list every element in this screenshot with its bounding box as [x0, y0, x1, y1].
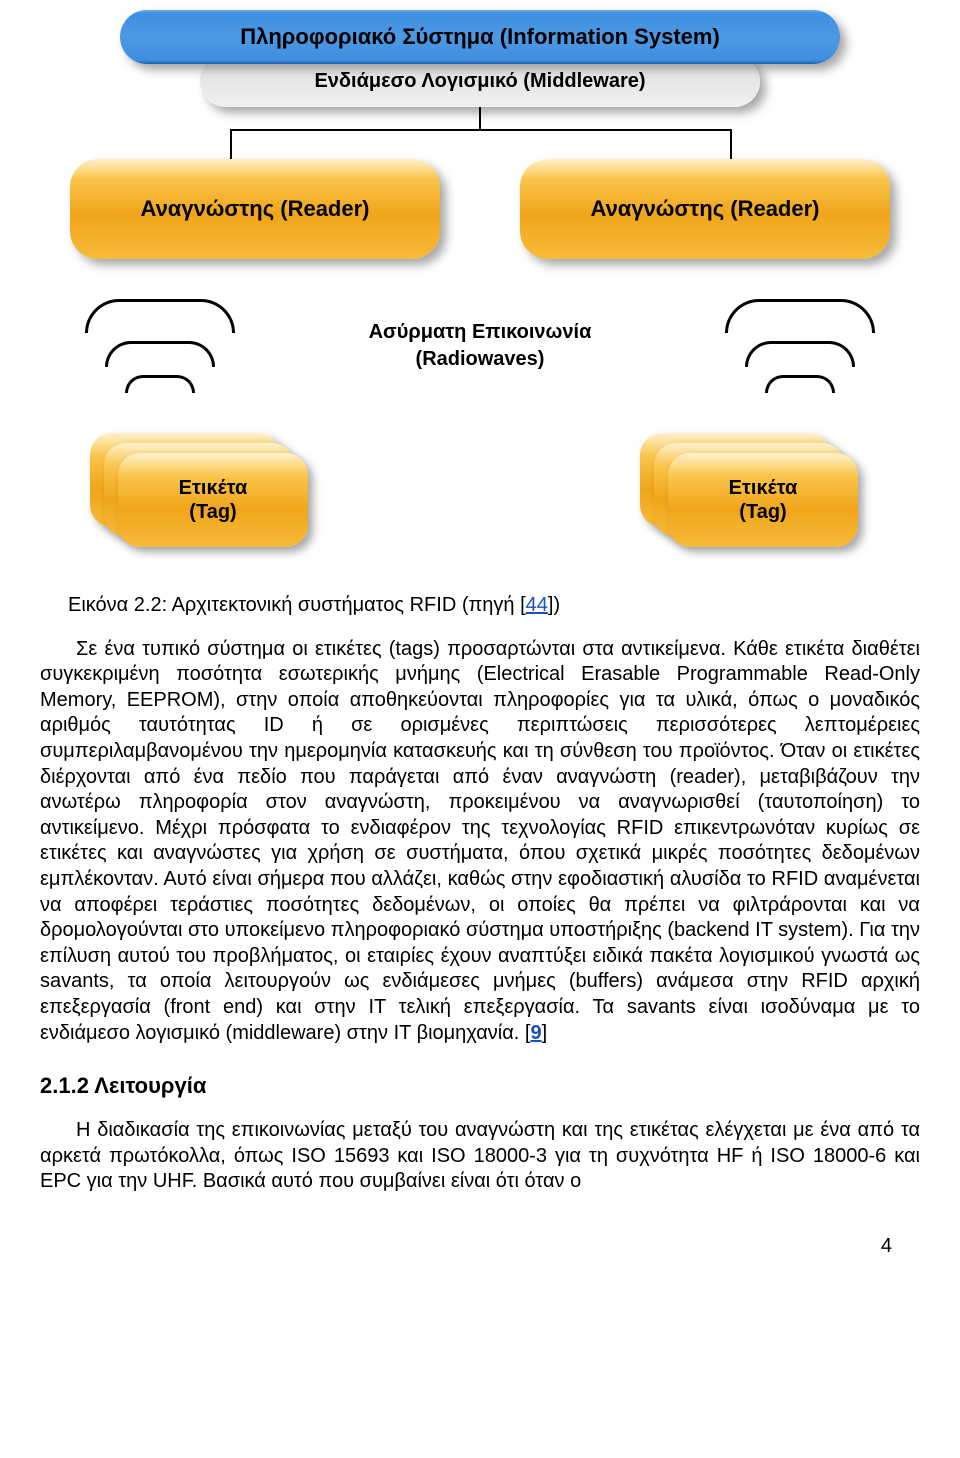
tag-label-line1: Ετικέτα: [729, 476, 798, 500]
radio-section: Ασύρματη Επικοινωνία (Radiowaves): [70, 289, 890, 393]
tag-box-front: Ετικέτα (Tag): [118, 453, 308, 547]
caption-ref-link[interactable]: 44: [526, 594, 548, 616]
rfid-architecture-diagram: Πληροφοριακό Σύστημα (Information System…: [20, 0, 940, 573]
connector-vline-left: [230, 129, 232, 159]
body-text-after: ]: [542, 1022, 548, 1044]
paragraph-main: Σε ένα τυπικό σύστημα οι ετικέτες (tags)…: [40, 637, 920, 1047]
body-ref-link[interactable]: 9: [530, 1022, 541, 1044]
reader-box-left: Αναγνώστης (Reader): [70, 159, 440, 259]
middleware-label: Ενδιάμεσο Λογισμικό (Middleware): [314, 70, 645, 92]
radio-arc: [105, 341, 215, 367]
tag-label-line1: Ετικέτα: [179, 476, 248, 500]
section-heading: 2.1.2 Λειτουργία: [40, 1072, 920, 1100]
tag-stack-left: Ετικέτα (Tag): [90, 433, 320, 553]
figure-caption: Εικόνα 2.2: Αρχιτεκτονική συστήματος RFI…: [68, 593, 920, 619]
body-text-before: Σε ένα τυπικό σύστημα οι ετικέτες (tags)…: [40, 638, 920, 1044]
reader-label-left: Αναγνώστης (Reader): [141, 196, 370, 222]
radio-label-line2: (Radiowaves): [416, 348, 545, 370]
tag-label-line2: (Tag): [739, 500, 786, 524]
reader-box-right: Αναγνώστης (Reader): [520, 159, 890, 259]
radio-arc: [125, 375, 195, 393]
radio-arc: [85, 299, 235, 333]
connector-vline: [479, 107, 481, 129]
document-body: Εικόνα 2.2: Αρχιτεκτονική συστήματος RFI…: [0, 573, 960, 1235]
radio-arc: [725, 299, 875, 333]
tags-row: Ετικέτα (Tag) Ετικέτα (Tag): [70, 433, 890, 553]
page-number: 4: [0, 1235, 960, 1278]
radio-label: Ασύρματη Επικοινωνία (Radiowaves): [300, 289, 660, 393]
radio-arc: [745, 341, 855, 367]
radio-waves-right: [710, 289, 890, 393]
info-system-box: Πληροφοριακό Σύστημα (Information System…: [120, 10, 840, 64]
section-paragraph: Η διαδικασία της επικοινωνίας μεταξύ του…: [40, 1118, 920, 1195]
reader-label-right: Αναγνώστης (Reader): [591, 196, 820, 222]
caption-prefix: Εικόνα 2.2: Αρχιτεκτονική συστήματος RFI…: [68, 594, 526, 616]
readers-row: Αναγνώστης (Reader) Αναγνώστης (Reader): [70, 159, 890, 259]
radio-arc: [765, 375, 835, 393]
connector-lines: [120, 107, 840, 159]
tag-stack-right: Ετικέτα (Tag): [640, 433, 870, 553]
tag-label-line2: (Tag): [189, 500, 236, 524]
connector-hline: [230, 129, 730, 131]
tag-box-front: Ετικέτα (Tag): [668, 453, 858, 547]
connector-vline-right: [730, 129, 732, 159]
radio-waves-left: [70, 289, 250, 393]
radio-label-line1: Ασύρματη Επικοινωνία: [369, 321, 592, 343]
info-system-label: Πληροφοριακό Σύστημα (Information System…: [240, 24, 720, 49]
caption-suffix: ]): [548, 594, 560, 616]
